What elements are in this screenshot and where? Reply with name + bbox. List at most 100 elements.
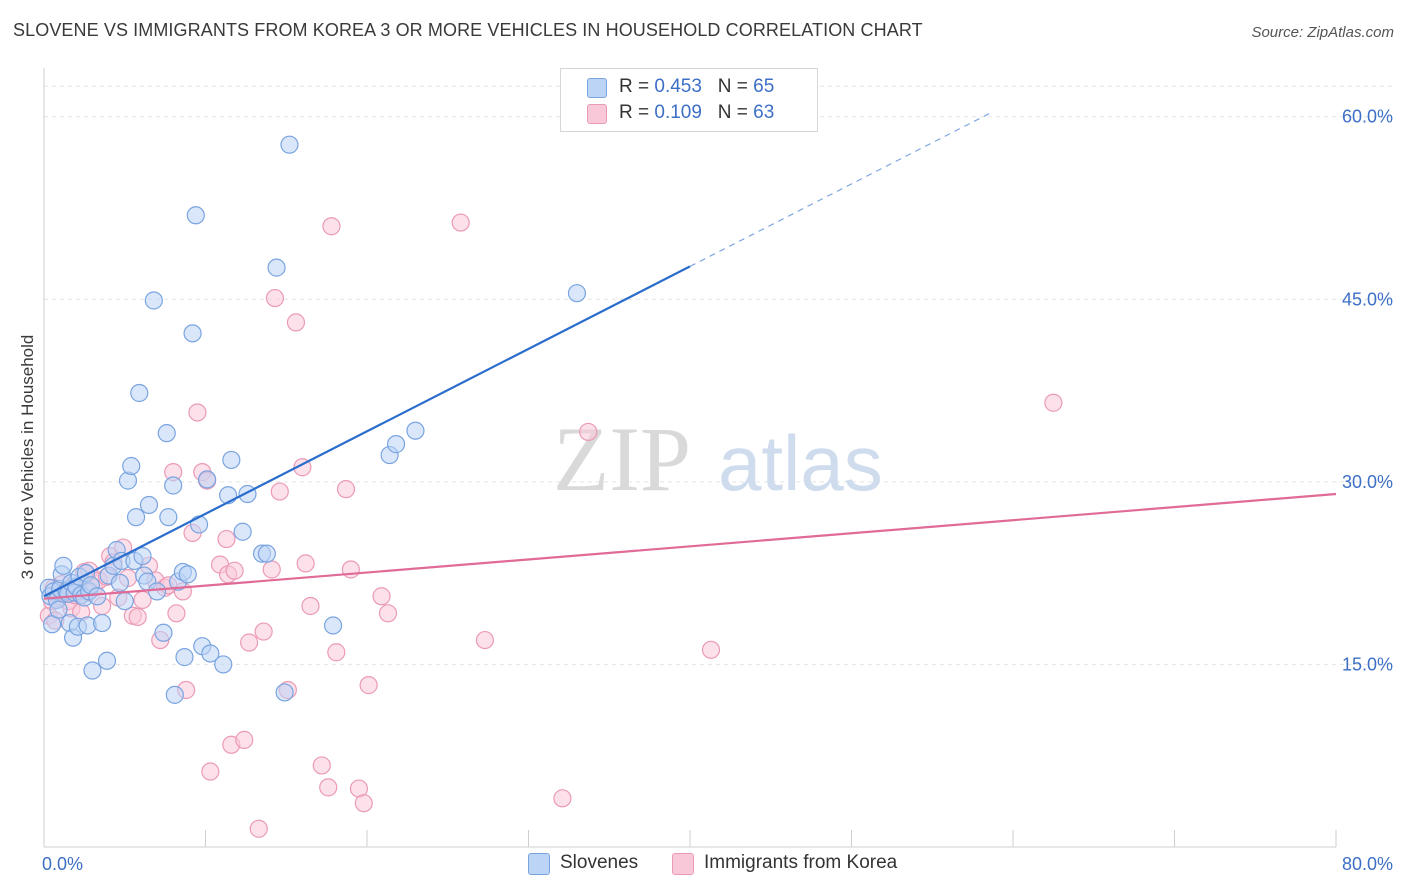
y-axis-label: 3 or more Vehicles in Household [18,335,37,580]
series-swatch-slovenes [528,853,550,875]
slovenes-points [39,135,587,704]
korea-point [327,643,346,662]
slovenes-point [201,644,220,663]
korea-point [217,529,236,549]
legend-swatch-slovenes [587,78,607,98]
korea-point [265,288,285,308]
korea-point [579,422,598,442]
korea-point [296,554,315,573]
series-label-slovenes: Slovenes [560,852,639,873]
slovenes-point [115,592,134,611]
slovenes-point [280,135,299,154]
correlation-legend: R = 0.453 N = 65 R = 0.109 N = 63 [560,68,818,132]
korea-point [1044,393,1063,412]
legend-text-korea: R = 0.109 N = 63 [619,102,775,123]
axes [43,68,1337,848]
slovenes-point [159,508,178,527]
source-credit: Source: ZipAtlas.com [1251,24,1394,41]
slovenes-point [144,291,163,310]
slovenes-point [126,508,146,527]
korea-point [270,482,289,501]
slovenes-point [323,616,343,635]
korea-point [286,313,306,332]
legend-swatch-korea [587,104,607,124]
slovenes-point [110,573,130,592]
slovenes-point [233,522,252,541]
slovenes-point [267,258,286,277]
slovenes-point [83,661,102,680]
slovenes-point [154,623,173,642]
legend-r-value: 0.109 [654,102,702,123]
slovenes-point [139,495,159,515]
korea-point [254,622,273,641]
korea-trend-line [43,492,1337,600]
korea-point [359,676,378,695]
korea-point [235,730,254,749]
slovenes-point [198,470,217,489]
slovenes-point [178,565,197,584]
korea-point [322,217,341,236]
korea-point [249,819,268,838]
korea-point [240,633,259,652]
slovenes-point [183,324,202,343]
x-tick-label-max: 80.0% [1342,854,1393,874]
legend-n-value: 63 [753,102,775,123]
slovenes-point [49,600,68,619]
korea-point [225,561,244,580]
korea-point [128,607,147,627]
slovenes-point [93,613,112,633]
y-tick-label: 15.0% [1342,654,1393,674]
slovenes-point [157,424,176,443]
korea-point [167,604,186,623]
slovenes-point [222,450,241,470]
x-tick-label-min: 0.0% [42,854,83,874]
watermark-zip: ZIP [553,408,691,510]
korea-point [354,794,373,813]
legend-n-value: 65 [753,76,775,97]
slovenes-point [238,484,257,504]
legend-r-value: 0.453 [654,76,702,97]
korea-point [301,596,320,616]
slovenes-point [257,544,276,563]
korea-point [701,640,721,659]
korea-point [451,213,470,232]
korea-point [475,630,494,650]
watermark: ZIP atlas [553,408,883,510]
slovenes-point [189,515,209,534]
slovenes-point [186,206,205,225]
trend-lines [43,112,1337,600]
korea-point [372,587,391,606]
korea-point [336,480,356,499]
slovenes-point [214,655,233,674]
slovenes-point [386,435,406,454]
y-tick-label: 45.0% [1342,289,1393,309]
slovenes-point [97,651,117,670]
grid-lines [44,85,1394,665]
y-tick-label: 30.0% [1342,472,1393,492]
korea-point [201,762,220,781]
slovenes-point [130,383,149,403]
korea-point [188,403,207,422]
slovenes-point [54,556,73,575]
series-label-korea: Immigrants from Korea [704,852,898,873]
korea-point [312,756,331,775]
y-tick-label: 60.0% [1342,107,1393,127]
slovenes-point [165,685,184,704]
slovenes-point [122,456,141,476]
series-swatch-korea [672,853,694,875]
slovenes-point [175,648,194,667]
slovenes-point [275,683,294,702]
korea-point [341,560,360,579]
slovenes-point [164,476,183,495]
slovenes-point [567,284,587,303]
y-tick-labels: 15.0% 30.0% 45.0% 60.0% [1342,107,1393,675]
korea-point [553,789,572,808]
legend-text-slovenes: R = 0.453 N = 65 [619,76,775,97]
slovenes-trend-extension [689,112,991,267]
chart-title: SLOVENE VS IMMIGRANTS FROM KOREA 3 OR MO… [13,20,923,40]
korea-point [378,604,398,623]
slovenes-point [88,587,107,606]
slovenes-point [147,582,167,601]
slovenes-point [406,421,425,440]
